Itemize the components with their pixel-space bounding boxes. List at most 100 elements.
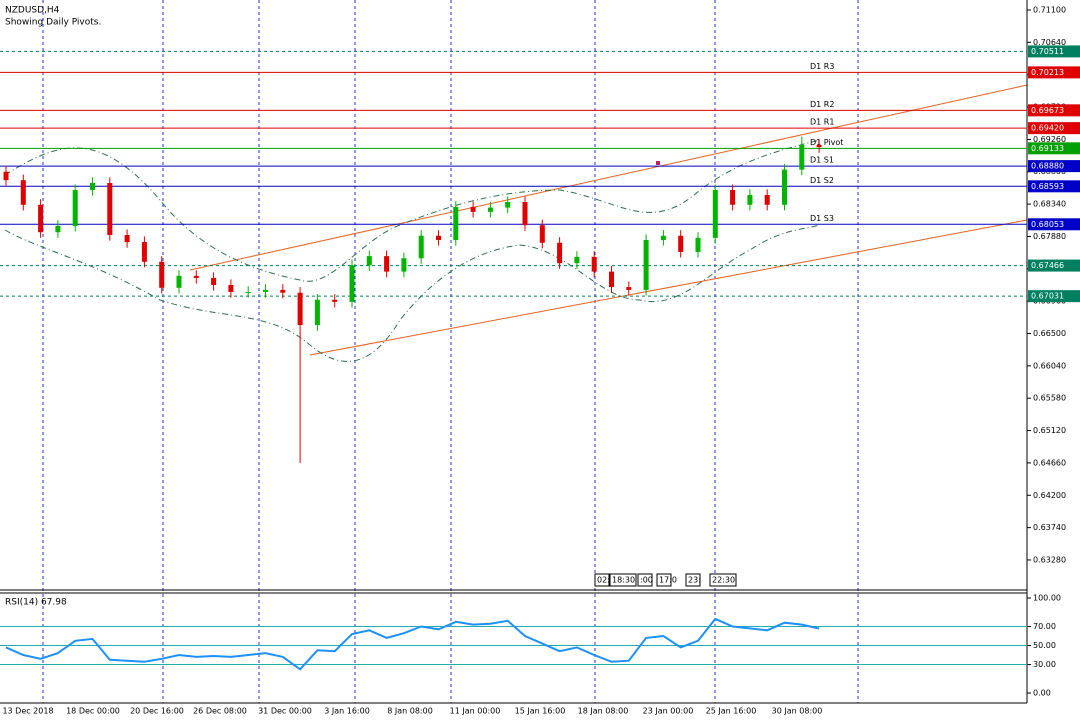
time-label-box [685,573,701,587]
candle-body [228,284,234,293]
time-label-box [594,573,610,587]
time-label: 17:0 [659,576,677,585]
candle-body [176,275,182,288]
candle-body [332,299,338,302]
x-tick-label: 18 Dec 00:00 [66,707,120,716]
candle-body [20,180,26,205]
level-label-box [1028,259,1080,272]
candle-body [211,277,217,285]
rsi-y-tick-label: 50.00 [1033,641,1056,650]
level-label-box [1028,218,1080,231]
level-name: D1 R2 [810,100,834,109]
level-label: 0.68880 [1031,162,1064,171]
candle-body [263,289,268,293]
candle-body [245,292,251,294]
x-tick-label: 20 Dec 16:00 [130,707,184,716]
marker [656,161,660,165]
candle-body [90,182,95,191]
candle-body [816,145,822,148]
level-label: 0.69673 [1031,106,1064,115]
candle-body [107,182,113,236]
candle-body [574,256,580,264]
rsi-y-tick-label: 70.00 [1033,622,1056,631]
candle-body [539,225,545,243]
level-label-box [1028,122,1080,135]
candle-body [782,169,787,205]
y-tick-label: 0.66040 [1033,361,1066,370]
candle-body [470,206,476,212]
x-tick-label: 15 Jan 16:00 [515,707,566,716]
x-tick-label: 25 Jan 16:00 [706,707,757,716]
x-tick-label: 11 Jan 00:00 [450,707,501,716]
candle-body [522,201,528,226]
candle-body [557,242,563,264]
candle-body [453,206,459,240]
candle-body [436,235,441,240]
rsi-line [5,617,820,671]
candle-body [297,292,303,326]
x-tick-label: 13 Dec 2018 [2,707,53,716]
time-label: :00 [640,576,653,585]
candle-body [695,237,701,252]
x-tick-label: 23 Jan 00:00 [643,707,694,716]
level-name: D1 R3 [810,62,834,71]
candle-body [3,171,9,181]
y-tick-label: 0.67880 [1033,232,1066,241]
x-tick-label: 3 Jan 16:00 [324,707,370,716]
level-label-box [1028,180,1080,193]
level-name: D1 Pivot [810,138,843,147]
candle-body [384,256,390,272]
y-tick-label: 0.65120 [1033,426,1066,435]
level-label-box [1028,160,1080,173]
level-label-box [1028,142,1080,155]
rsi-label: RSI(14) 67.98 [5,598,67,608]
time-label-box [637,573,653,587]
y-tick-label: 0.66500 [1033,329,1066,338]
candle-body [366,256,372,266]
y-tick-label: 0.63280 [1033,555,1066,564]
candle-body [643,239,649,290]
level-name: D1 S3 [810,214,834,223]
level-label: 0.68053 [1031,220,1064,229]
x-tick-label: 26 Dec 08:00 [193,707,247,716]
candle-body [609,271,614,288]
rsi-y-tick-label: 0.00 [1033,689,1051,698]
level-label: 0.67466 [1031,261,1064,270]
y-tick-label: 0.68340 [1033,200,1066,209]
level-label: 0.69133 [1031,144,1064,153]
candle-body [730,190,736,205]
level-label-box [1028,104,1080,117]
candle-body [72,190,78,226]
candle-body [712,190,718,238]
candle-body [55,225,61,233]
candle-body [799,145,805,170]
rsi-y-tick-label: 30.00 [1033,660,1056,669]
level-label: 0.69420 [1031,124,1064,133]
channel-lower [309,219,1028,356]
candle-body [764,194,770,205]
candle-body [678,235,684,252]
time-label-box [609,573,637,587]
rsi-y-tick-label: 100.00 [1033,594,1061,603]
time-label: 18:30 [612,576,635,585]
level-label: 0.68593 [1031,182,1064,191]
candle-body [349,265,355,302]
time-label: 02: [597,576,610,585]
x-tick-label: 8 Jan 08:00 [387,707,433,716]
level-name: D1 S2 [810,176,834,185]
candle-body [314,299,320,326]
level-label-box [1028,290,1080,303]
y-tick-label: 0.64200 [1033,491,1066,500]
candle-body [193,275,199,278]
x-tick-label: 31 Dec 00:00 [258,707,312,716]
level-label-box [1028,45,1080,58]
y-tick-label: 0.63740 [1033,523,1066,532]
candle-body [159,261,165,288]
candle-body [487,207,493,212]
y-tick-label: 0.65580 [1033,394,1066,403]
channel-upper [189,84,1028,271]
level-label-box [1028,66,1080,79]
